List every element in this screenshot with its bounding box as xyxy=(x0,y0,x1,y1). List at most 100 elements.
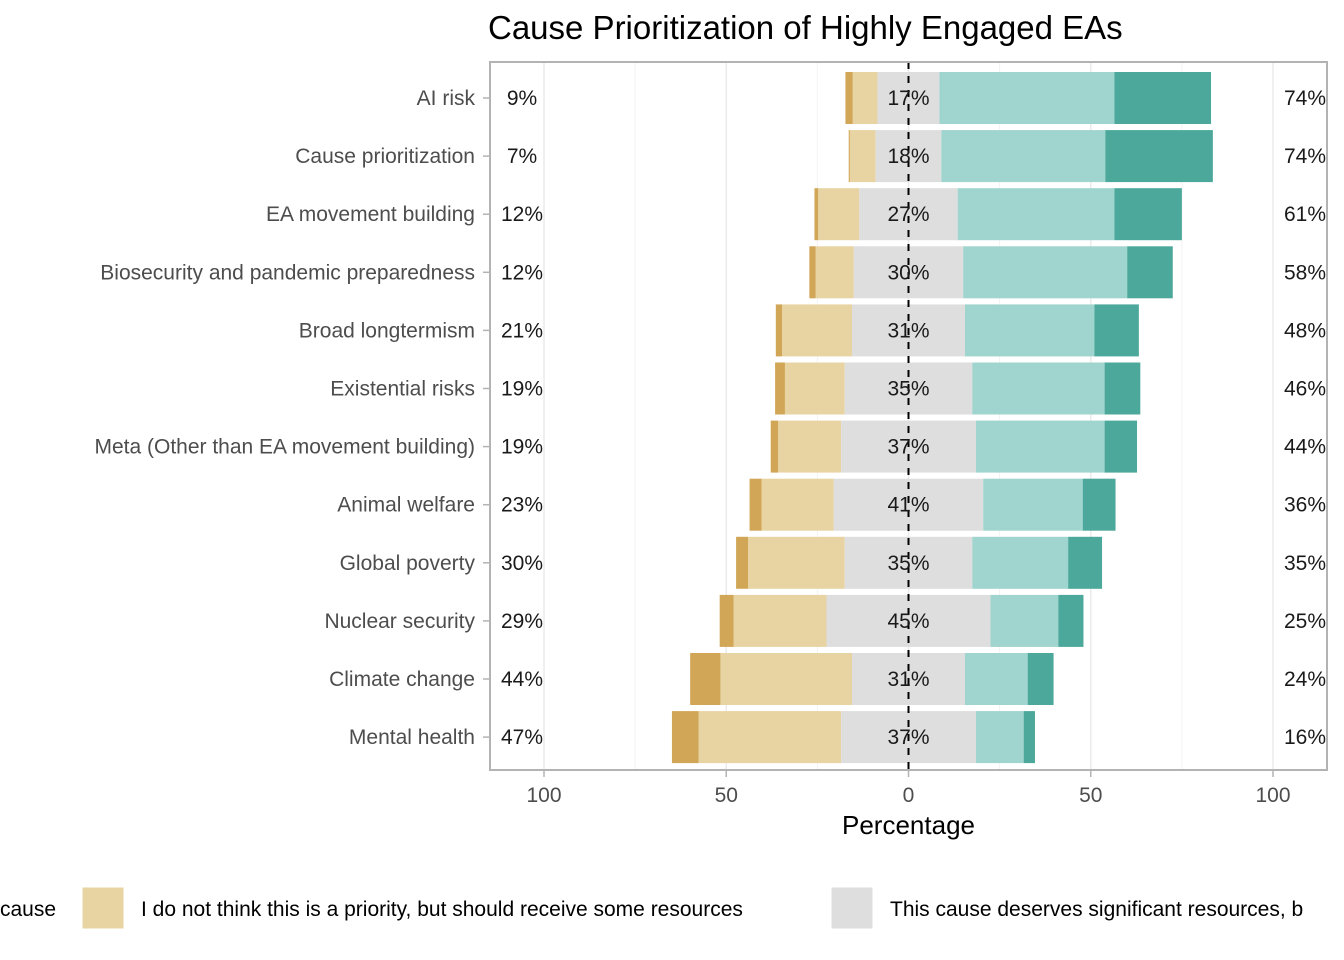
neutral-label: 41% xyxy=(887,494,929,517)
right-total-label: 25% xyxy=(1284,610,1326,633)
bar-segment xyxy=(1094,304,1139,357)
bar-segment xyxy=(964,304,1095,357)
left-total-label: 21% xyxy=(501,319,543,342)
bar-segment xyxy=(1104,420,1138,473)
neutral-label: 37% xyxy=(887,436,929,459)
bar-segment xyxy=(1082,478,1116,531)
bar-segment xyxy=(1027,653,1054,705)
legend: cause I do not think this is a priority, … xyxy=(0,886,1303,930)
category-label: Global poverty xyxy=(340,552,476,575)
bar-segment xyxy=(749,478,762,531)
legend-label: cause xyxy=(0,898,56,921)
neutral-label: 27% xyxy=(887,203,929,226)
right-total-label: 74% xyxy=(1284,145,1326,168)
category-label: Mental health xyxy=(349,726,475,749)
bar-segment xyxy=(698,711,842,764)
bar-segment xyxy=(1114,188,1182,241)
chart-title: Cause Prioritization of Highly Engaged E… xyxy=(488,9,1123,46)
bar-segment xyxy=(963,246,1128,299)
left-total-label: 19% xyxy=(501,378,543,401)
category-label: EA movement building xyxy=(266,203,475,226)
x-axis-ticks: 100 50 0 50 100 xyxy=(526,770,1291,807)
bar-segment xyxy=(964,653,1028,705)
category-label: AI risk xyxy=(417,87,476,110)
bar-segment xyxy=(671,711,699,764)
left-total-label: 7% xyxy=(507,145,537,168)
right-total-label: 36% xyxy=(1284,494,1326,517)
left-total-label: 9% xyxy=(507,87,537,110)
x-tick-label: 100 xyxy=(526,784,561,807)
bar-segment xyxy=(848,130,850,183)
bar-segment xyxy=(761,478,834,531)
x-tick-label: 100 xyxy=(1255,784,1290,807)
left-total-label: 44% xyxy=(501,668,543,691)
x-tick-label: 50 xyxy=(1079,784,1102,807)
bar-segment xyxy=(972,536,1069,589)
x-tick-label: 0 xyxy=(903,784,915,807)
left-total-label: 23% xyxy=(501,494,543,517)
category-label: Biosecurity and pandemic preparedness xyxy=(100,261,475,284)
bar-segment xyxy=(690,653,721,705)
bars xyxy=(671,72,1213,764)
bar-segment xyxy=(939,72,1115,124)
category-label: Meta (Other than EA movement building) xyxy=(94,436,475,459)
category-label: Nuclear security xyxy=(324,610,475,633)
neutral-label: 31% xyxy=(887,668,929,691)
bar-segment xyxy=(1023,711,1035,764)
value-labels: 9% 17% 74% 7% 18% 74% 12% 27% 61% 12% 30% 58% 21% 31%… xyxy=(501,87,1326,749)
x-axis-title: Percentage xyxy=(842,810,975,840)
bar-segment xyxy=(770,420,779,473)
right-total-label: 46% xyxy=(1284,378,1326,401)
neutral-label: 35% xyxy=(887,552,929,575)
bar-segment xyxy=(778,420,842,473)
bar-segment xyxy=(775,304,783,357)
neutral-label: 45% xyxy=(887,610,929,633)
bar-segment xyxy=(815,246,854,299)
left-total-label: 30% xyxy=(501,552,543,575)
bar-segment xyxy=(818,188,860,241)
neutral-label: 35% xyxy=(887,378,929,401)
bar-segment xyxy=(736,536,749,589)
bar-segment xyxy=(941,130,1106,183)
right-total-label: 44% xyxy=(1284,436,1326,459)
bar-segment xyxy=(1068,536,1103,589)
category-label: Existential risks xyxy=(330,378,475,401)
bar-segment xyxy=(748,536,845,589)
bar-segment xyxy=(775,362,785,415)
left-total-label: 12% xyxy=(501,203,543,226)
neutral-label: 37% xyxy=(887,726,929,749)
right-total-label: 48% xyxy=(1284,319,1326,342)
right-total-label: 35% xyxy=(1284,552,1326,575)
bar-segment xyxy=(975,420,1105,473)
bar-segment xyxy=(849,130,876,183)
category-label: Cause prioritization xyxy=(295,145,475,168)
bar-segment xyxy=(845,72,853,124)
bar-segment xyxy=(852,72,878,124)
bar-segment xyxy=(782,304,853,357)
bar-segment xyxy=(719,594,734,647)
left-total-label: 12% xyxy=(501,261,543,284)
neutral-label: 30% xyxy=(887,261,929,284)
bar-segment xyxy=(990,594,1059,647)
right-total-label: 74% xyxy=(1284,87,1326,110)
bar-segment xyxy=(1104,362,1141,415)
bar-segment xyxy=(972,362,1105,415)
left-total-label: 19% xyxy=(501,436,543,459)
category-label: Animal welfare xyxy=(337,494,475,517)
bar-segment xyxy=(983,478,1083,531)
right-total-label: 58% xyxy=(1284,261,1326,284)
bar-segment xyxy=(1058,594,1084,647)
legend-key xyxy=(81,886,125,930)
category-label: Climate change xyxy=(329,668,475,691)
bar-segment xyxy=(809,246,816,299)
bar-segment xyxy=(1114,72,1212,124)
bar-segment xyxy=(784,362,845,415)
bar-segment xyxy=(975,711,1024,764)
neutral-label: 31% xyxy=(887,319,929,342)
legend-key xyxy=(830,886,874,930)
right-total-label: 61% xyxy=(1284,203,1326,226)
bar-segment xyxy=(814,188,819,241)
bar-segment xyxy=(1105,130,1213,183)
bar-segment xyxy=(1127,246,1173,299)
